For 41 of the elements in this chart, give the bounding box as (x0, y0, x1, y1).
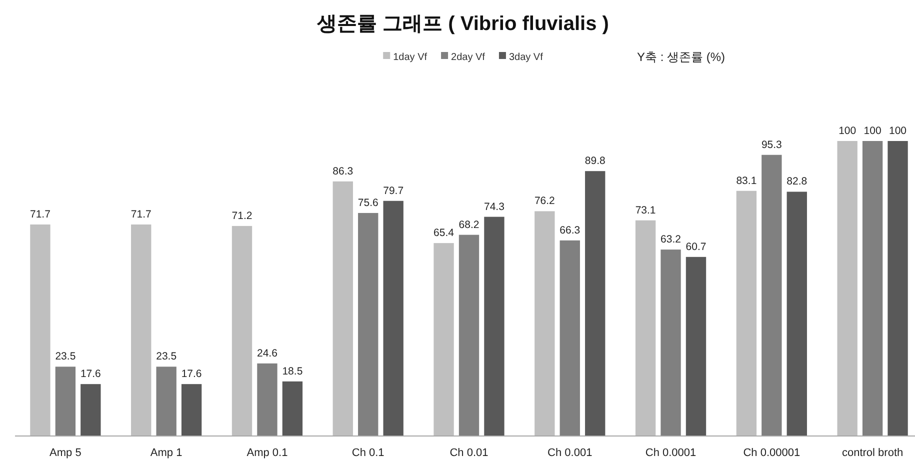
data-label: 83.1 (736, 174, 757, 187)
data-label: 66.3 (560, 224, 580, 236)
x-tick-label: Ch 0.0001 (645, 447, 696, 459)
data-label: 71.2 (232, 210, 252, 222)
data-label: 18.5 (282, 365, 303, 378)
data-label: 74.3 (484, 200, 504, 213)
data-label: 17.6 (181, 368, 202, 380)
data-label: 86.3 (332, 165, 354, 178)
data-label: 60.7 (686, 240, 706, 253)
data-label: 100 (864, 125, 882, 137)
x-tick-label: Amp 1 (150, 447, 182, 459)
data-label: 82.8 (786, 176, 808, 188)
data-label: 68.2 (458, 218, 480, 231)
data-label: 76.2 (534, 195, 555, 208)
x-tick-label: Amp 5 (50, 447, 82, 459)
x-tick-label: Ch 0.1 (352, 447, 384, 459)
data-label: 75.6 (358, 196, 378, 209)
x-tick-label: Amp 0.1 (246, 447, 288, 459)
x-tick-label: Ch 0.001 (548, 447, 592, 459)
x-tick-label: Ch 0.00001 (743, 447, 800, 459)
data-label: 17.6 (80, 368, 101, 380)
data-label: 73.1 (635, 204, 656, 216)
data-label: 65.4 (434, 227, 454, 240)
x-tick-label: control broth (842, 447, 904, 459)
data-label: 100 (838, 125, 856, 137)
data-label: 95.3 (761, 138, 782, 151)
data-label: 89.8 (584, 155, 606, 168)
data-label: 63.2 (660, 234, 681, 246)
legend-label: 1day Vf (393, 52, 428, 63)
data-label: 100 (889, 125, 907, 137)
data-label: 71.7 (130, 208, 152, 220)
legend-label: 2day Vf (451, 52, 485, 63)
data-label: 71.7 (30, 208, 50, 220)
annotation: Y축 : 생존률 (%) (637, 50, 726, 64)
title: 생존률 그래프 ( Vibrio fluvialis ) (317, 13, 609, 35)
x-tick-label: Ch 0.01 (450, 447, 488, 459)
data-label: 24.6 (257, 347, 278, 360)
data-label: 23.5 (156, 350, 177, 363)
legend-label: 3day Vf (508, 52, 543, 63)
data-label: 79.7 (383, 184, 404, 197)
data-label: 23.5 (55, 350, 76, 363)
